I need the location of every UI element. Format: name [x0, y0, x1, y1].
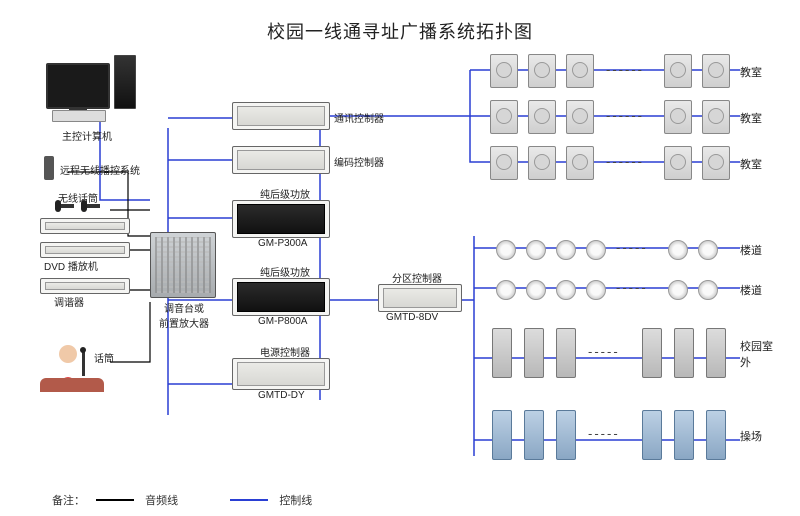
wall-speaker-icon [490, 54, 518, 88]
column-speaker-icon [642, 328, 662, 378]
wall-speaker-icon [664, 54, 692, 88]
label-psu: GMTD-DY [258, 390, 305, 401]
label-psu-top: 电源控制器 [260, 344, 310, 359]
label-corridor: 楼道 [740, 282, 762, 298]
wall-speaker-icon [566, 54, 594, 88]
ellipsis-icon: ----- [616, 240, 648, 255]
label-amp1-top: 纯后级功放 [260, 186, 310, 201]
label-corridor: 楼道 [740, 242, 762, 258]
ceiling-speaker-icon [526, 240, 546, 260]
label-classroom: 教室 [740, 110, 762, 126]
column-speaker-icon [556, 410, 576, 460]
label-comm: 通讯控制器 [334, 110, 384, 125]
wall-speaker-icon [490, 146, 518, 180]
column-speaker-icon [674, 328, 694, 378]
legend-audio-line [96, 499, 134, 501]
ceiling-speaker-icon [698, 280, 718, 300]
amp1-icon [232, 200, 330, 238]
column-speaker-icon [556, 328, 576, 378]
ellipsis-icon: ----- [616, 280, 648, 295]
label-mixer: 调音台或 前置放大器 [152, 300, 216, 330]
zone-controller-icon [378, 284, 462, 312]
ceiling-speaker-icon [556, 240, 576, 260]
wall-speaker-icon [566, 100, 594, 134]
label-dvd: DVD 播放机 [44, 258, 98, 273]
psu-icon [232, 358, 330, 390]
label-remote: 远程无线播控系统 [60, 162, 140, 177]
label-zone: GMTD-8DV [386, 312, 438, 323]
label-field: 操场 [740, 428, 762, 444]
column-speaker-icon [706, 410, 726, 460]
wireless-rx-icon [40, 218, 130, 234]
label-classroom: 教室 [740, 64, 762, 80]
column-speaker-icon [492, 410, 512, 460]
label-host: 话筒 [94, 350, 114, 365]
wall-speaker-icon [664, 100, 692, 134]
ellipsis-icon: ----- [588, 426, 620, 441]
ellipsis-icon: ----- [588, 344, 620, 359]
wall-speaker-icon [664, 146, 692, 180]
host-icon [40, 340, 110, 392]
label-classroom: 教室 [740, 156, 762, 172]
ellipsis-icon: ------ [606, 108, 644, 123]
wall-speaker-icon [702, 100, 730, 134]
label-amp2: GM-P800A [258, 316, 307, 327]
wall-speaker-icon [702, 146, 730, 180]
ceiling-speaker-icon [698, 240, 718, 260]
legend-control-text: 控制线 [279, 492, 312, 508]
column-speaker-icon [642, 410, 662, 460]
ellipsis-icon: ------ [606, 62, 644, 77]
label-zone-top: 分区控制器 [392, 270, 442, 285]
wall-speaker-icon [566, 146, 594, 180]
ceiling-speaker-icon [586, 280, 606, 300]
label-amp1: GM-P300A [258, 238, 307, 249]
ceiling-speaker-icon [586, 240, 606, 260]
wall-speaker-icon [490, 100, 518, 134]
label-pc: 主控计算机 [62, 128, 112, 143]
remote-icon [44, 156, 54, 180]
wall-speaker-icon [528, 54, 556, 88]
ceiling-speaker-icon [668, 280, 688, 300]
ceiling-speaker-icon [668, 240, 688, 260]
keyboard-icon [52, 110, 106, 122]
column-speaker-icon [524, 328, 544, 378]
wall-speaker-icon [702, 54, 730, 88]
ceiling-speaker-icon [496, 240, 516, 260]
ceiling-speaker-icon [526, 280, 546, 300]
wall-speaker-icon [528, 100, 556, 134]
legend-audio-text: 音频线 [145, 492, 178, 508]
label-tuner: 调谐器 [54, 294, 84, 309]
column-speaker-icon [492, 328, 512, 378]
label-amp2-top: 纯后级功放 [260, 264, 310, 279]
comm-controller-icon [232, 102, 330, 130]
column-speaker-icon [674, 410, 694, 460]
legend-label: 备注： [52, 492, 85, 508]
pc-icon [46, 55, 136, 114]
ceiling-speaker-icon [496, 280, 516, 300]
encoder-icon [232, 146, 330, 174]
legend: 备注： 音频线 控制线 [48, 492, 316, 508]
dvd-icon [40, 242, 130, 258]
ceiling-speaker-icon [556, 280, 576, 300]
label-enc: 编码控制器 [334, 154, 384, 169]
wall-speaker-icon [528, 146, 556, 180]
column-speaker-icon [524, 410, 544, 460]
column-speaker-icon [706, 328, 726, 378]
legend-control-line [230, 499, 268, 501]
amp2-icon [232, 278, 330, 316]
label-mic: 无线话筒 [58, 190, 98, 205]
label-outdoor: 校园室 外 [740, 338, 773, 370]
mixer-icon [150, 232, 216, 298]
tuner-icon [40, 278, 130, 294]
ellipsis-icon: ------ [606, 154, 644, 169]
